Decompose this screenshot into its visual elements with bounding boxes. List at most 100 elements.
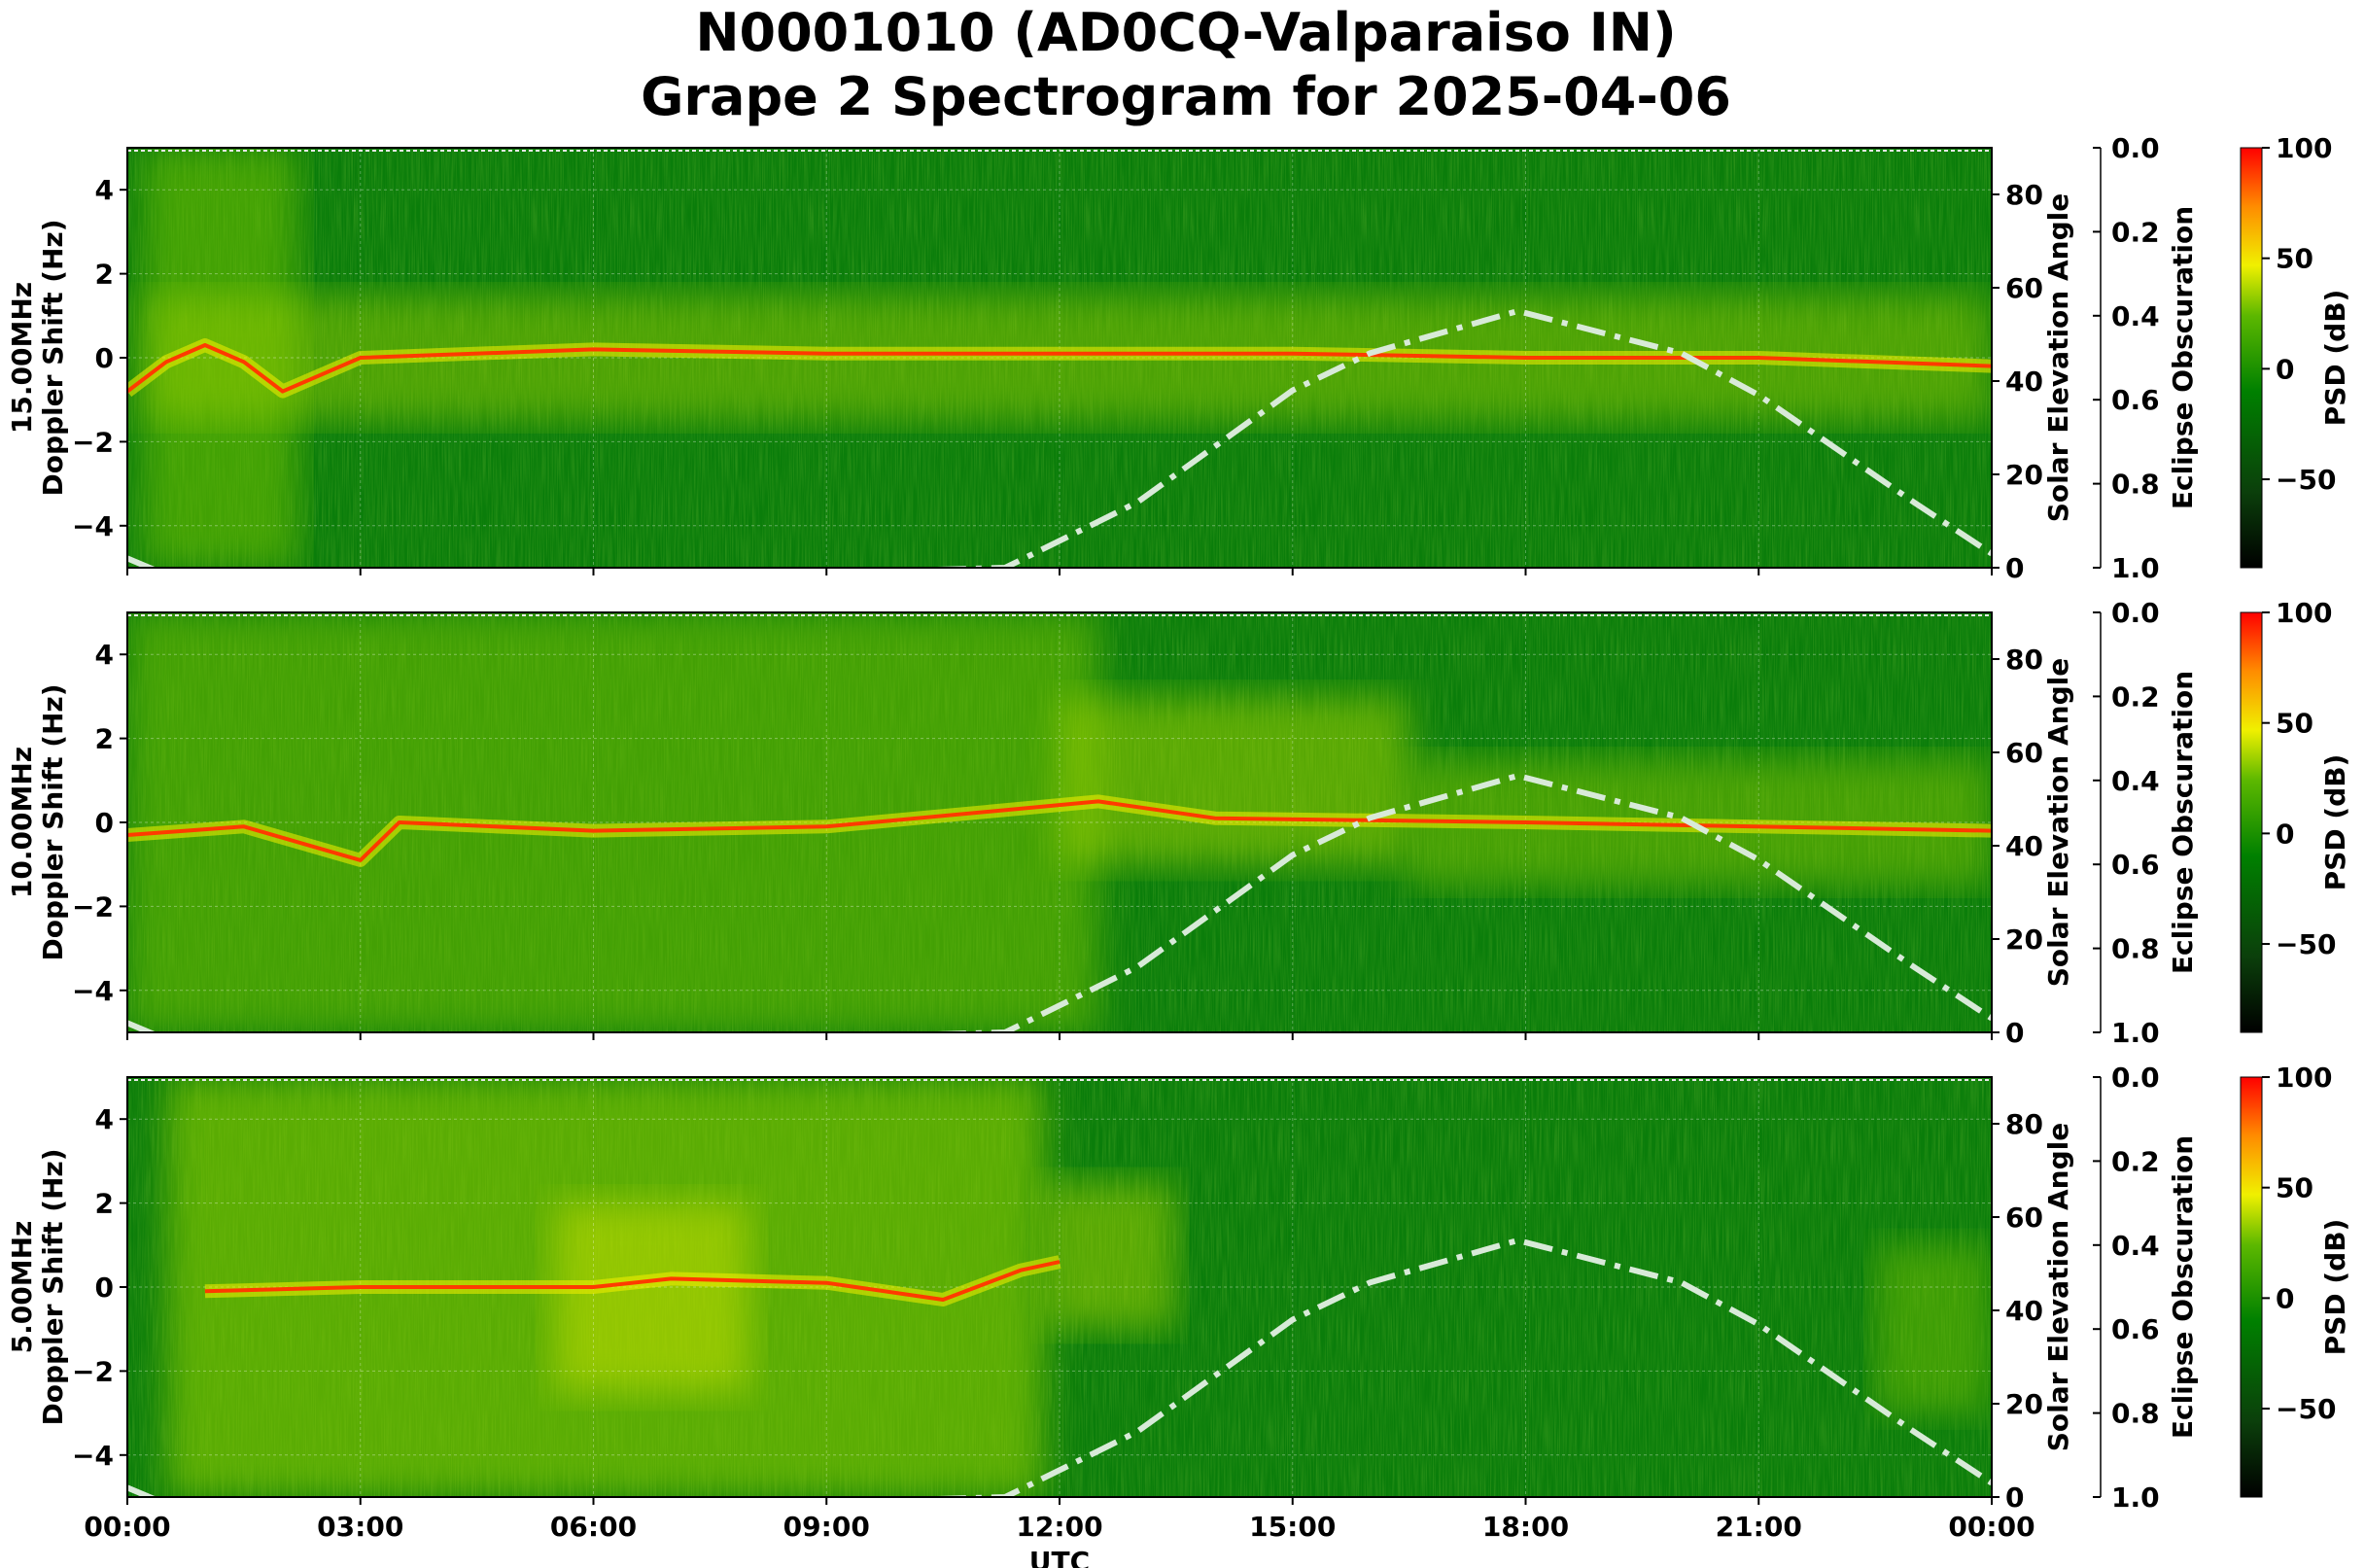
elev-tick-label: 20 [2005,459,2043,491]
colorbar-tick-label: 100 [2276,1062,2332,1094]
colorbar-tick-label: −50 [2276,928,2336,960]
elev-tick-label: 80 [2005,644,2043,676]
figure-title-line1: N0001010 (AD0CQ-Valparaiso IN) [695,2,1676,63]
obsc-tick-label: 1.0 [2111,1481,2160,1514]
obsc-axis-label: Eclipse Obscuration [2167,1135,2199,1439]
obsc-tick-label: 0.4 [2111,300,2160,332]
x-tick-label: 21:00 [1716,1511,1802,1543]
colorbar-tick-label: 0 [2276,353,2294,385]
y-tick-label: −4 [72,975,114,1007]
obsc-tick-label: 0.2 [2111,216,2160,248]
colorbar [2240,147,2263,569]
spectrogram-area [127,148,1992,568]
x-tick-label: 03:00 [317,1511,403,1543]
obsc-tick-label: 0.4 [2111,1230,2160,1262]
figure-title-line2: Grape 2 Spectrogram for 2025-04-06 [641,66,1731,127]
panel-5-00MHz: 420−2−45.00MHz Doppler Shift (Hz)80604020… [6,1062,2351,1568]
panel-frequency-label: 10.00MHz [6,747,38,898]
colorbar-label: PSD (dB) [2319,754,2351,891]
y-tick-label: 0 [95,342,114,374]
obsc-tick-label: 0.8 [2111,469,2160,501]
energy-region [1044,1182,1176,1330]
obsc-axis-label: Eclipse Obscuration [2167,206,2199,509]
y-axis-label: Doppler Shift (Hz) [37,683,69,960]
x-tick-label: 12:00 [1016,1511,1102,1543]
obsc-tick-label: 0.6 [2111,1313,2160,1345]
y-tick-label: 0 [95,1272,114,1304]
y-tick-label: 4 [95,1103,114,1135]
energy-region [1875,1244,1992,1413]
colorbar-tick-label: 100 [2276,132,2332,164]
elev-axis-label: Solar Elevation Angle [2042,193,2074,522]
x-tick-label: 00:00 [84,1511,170,1543]
panel-15-00MHz: 420−2−415.00MHz Doppler Shift (Hz)8060402… [6,132,2351,584]
y-tick-label: 4 [95,174,114,206]
y-tick-label: 2 [95,723,114,755]
y-tick-label: −2 [72,426,114,458]
obsc-tick-label: 0.0 [2111,132,2160,164]
elev-tick-label: 40 [2005,366,2043,398]
x-tick-label: 18:00 [1482,1511,1569,1543]
y-tick-label: 4 [95,639,114,671]
panel-frequency-label: 5.00MHz [6,1221,38,1354]
elev-axis-label: Solar Elevation Angle [2042,658,2074,987]
energy-region [1060,696,1409,865]
elev-tick-label: 0 [2005,552,2024,584]
y-tick-label: 2 [95,259,114,291]
colorbar-tick-label: 50 [2276,243,2313,275]
elev-tick-label: 60 [2005,1202,2043,1234]
elev-axis-label: Solar Elevation Angle [2042,1123,2074,1451]
elev-tick-label: 20 [2005,1388,2043,1420]
obsc-tick-label: 1.0 [2111,1017,2160,1049]
solar-elevation-curve [127,308,1992,568]
panel-frequency-label: 15.00MHz [6,282,38,434]
y-tick-label: 0 [95,807,114,839]
obsc-tick-label: 0.2 [2111,680,2160,713]
obsc-tick-label: 1.0 [2111,552,2160,584]
elev-tick-label: 80 [2005,179,2043,211]
obsc-tick-label: 0.2 [2111,1145,2160,1177]
obsc-tick-label: 0.0 [2111,597,2160,629]
y-axis-label: Doppler Shift (Hz) [37,1148,69,1425]
elev-tick-label: 60 [2005,272,2043,304]
colorbar-tick-label: −50 [2276,1393,2336,1425]
colorbar-tick-label: 0 [2276,1282,2294,1314]
obsc-tick-label: 0.6 [2111,849,2160,881]
solar-elevation-curve [127,773,1992,1032]
energy-region [554,1202,749,1392]
elev-tick-label: 80 [2005,1108,2043,1140]
y-tick-label: −4 [72,510,114,542]
colorbar [2240,611,2263,1033]
elev-tick-label: 40 [2005,830,2043,862]
carrier-trace [204,1260,1061,1302]
spectrogram-area [127,1077,1992,1497]
colorbar-tick-label: 50 [2276,708,2313,740]
elev-tick-label: 40 [2005,1295,2043,1327]
carrier-trace [127,343,1992,394]
elev-tick-label: 60 [2005,737,2043,769]
colorbar-tick-label: −50 [2276,464,2336,496]
x-tick-label: 09:00 [783,1511,870,1543]
colorbar [2240,1076,2263,1498]
obsc-tick-label: 0.0 [2111,1062,2160,1094]
elev-tick-label: 0 [2005,1481,2024,1514]
colorbar-label: PSD (dB) [2319,1219,2351,1356]
colorbar-tick-label: 50 [2276,1172,2313,1204]
x-tick-label: 06:00 [550,1511,637,1543]
panel-10-00MHz: 420−2−410.00MHz Doppler Shift (Hz)8060402… [6,597,2351,1049]
obsc-axis-label: Eclipse Obscuration [2167,671,2199,974]
x-tick-label: 00:00 [1948,1511,2035,1543]
colorbar-tick-label: 100 [2276,597,2332,629]
obsc-tick-label: 0.8 [2111,1398,2160,1430]
obsc-tick-label: 0.4 [2111,765,2160,797]
y-tick-label: −2 [72,1355,114,1387]
solar-elevation-curve [127,1237,1992,1497]
y-axis-label: Doppler Shift (Hz) [37,219,69,496]
y-tick-label: −4 [72,1440,114,1472]
spectrogram-area [127,612,1992,1032]
obsc-tick-label: 0.6 [2111,384,2160,416]
colorbar-tick-label: 0 [2276,818,2294,850]
x-axis-label: UTC [1029,1546,1090,1568]
elev-tick-label: 20 [2005,923,2043,956]
